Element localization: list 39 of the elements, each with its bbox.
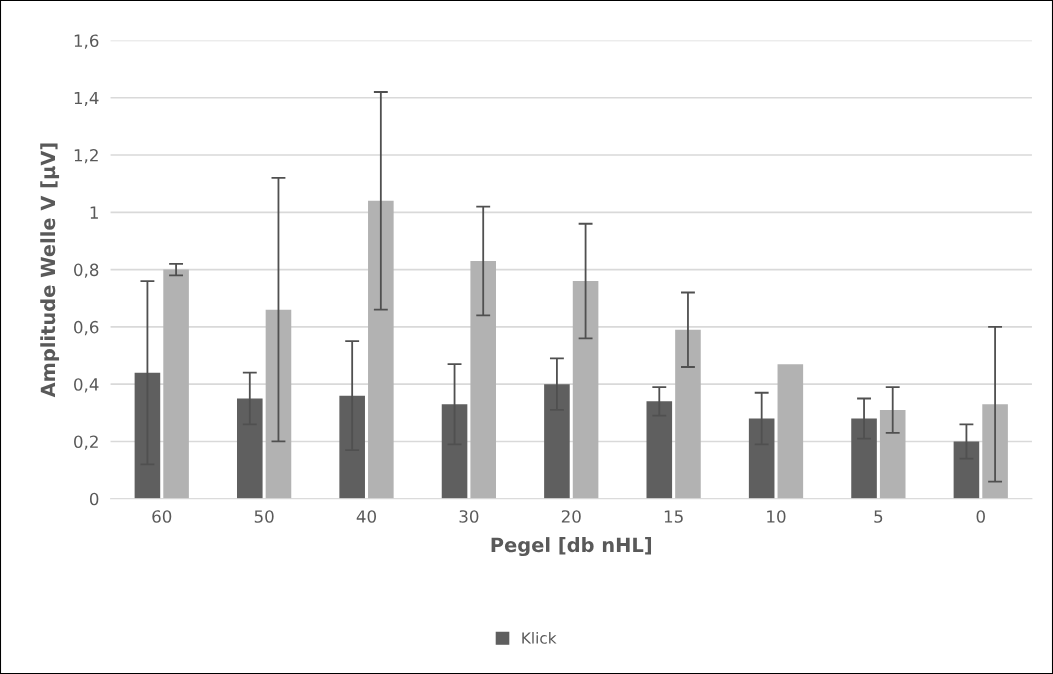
x-tick-label: 0 <box>976 510 985 523</box>
bar <box>748 418 775 499</box>
bar <box>982 404 1008 499</box>
bar <box>163 269 189 499</box>
bar <box>470 261 497 499</box>
bar <box>879 409 906 499</box>
y-tick-label: 0,4 <box>74 378 99 393</box>
y-axis-title: Amplitude Welle V [µV] <box>40 143 60 398</box>
bar <box>572 281 599 499</box>
bar <box>265 309 292 499</box>
bar <box>646 401 673 499</box>
bar <box>675 329 701 499</box>
x-tick-label: 50 <box>254 510 274 523</box>
x-tick-label: 15 <box>664 510 683 523</box>
bar <box>441 404 468 499</box>
bar <box>134 372 161 499</box>
y-tick-label: 1 <box>90 206 98 219</box>
x-tick-label: 60 <box>152 510 172 523</box>
bar <box>953 441 980 499</box>
y-tick-label: 1,2 <box>74 148 98 164</box>
y-tick-label: 1,6 <box>74 34 99 49</box>
y-tick-label: 0,2 <box>74 435 98 450</box>
bar <box>544 384 570 499</box>
bar <box>851 418 877 499</box>
bar <box>777 364 804 499</box>
bar <box>237 398 263 499</box>
x-tick-label: 5 <box>874 510 883 523</box>
legend-label: Klick <box>522 631 557 644</box>
y-tick-label: 0,6 <box>74 320 99 336</box>
bar <box>339 395 365 499</box>
x-axis-title: Pegel [db nHL] <box>491 537 652 557</box>
x-tick-label: 20 <box>561 510 581 523</box>
x-tick-label: 10 <box>767 510 786 523</box>
y-tick-label: 1,4 <box>74 91 99 106</box>
x-tick-label: 30 <box>459 510 479 523</box>
x-tick-label: 40 <box>356 510 376 523</box>
bar <box>368 200 394 499</box>
y-tick-label: 0,8 <box>74 263 99 278</box>
y-tick-label: 0 <box>89 492 99 506</box>
